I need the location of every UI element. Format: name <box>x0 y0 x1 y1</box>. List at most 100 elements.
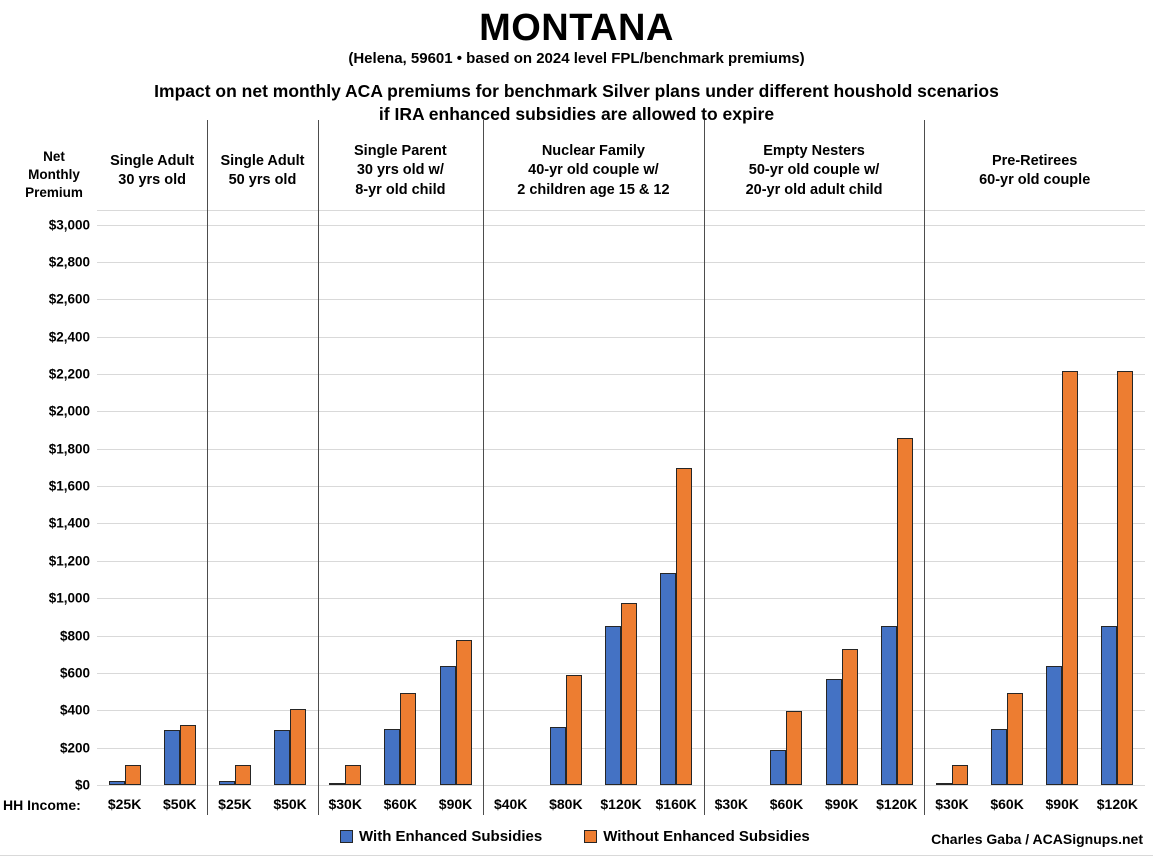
y-tick-label: $2,600 <box>48 291 90 307</box>
bar-without-subsidies <box>621 602 637 785</box>
gridline <box>97 598 1145 600</box>
page-title: MONTANA <box>479 7 674 49</box>
panel-header-line: 50 yrs old <box>228 172 297 188</box>
y-tick-label: $1,400 <box>48 515 90 531</box>
bar-with-subsidies <box>439 665 456 785</box>
gridline <box>97 523 1145 525</box>
bar-with-subsidies <box>935 783 952 785</box>
bar-with-subsidies <box>218 781 235 785</box>
income-label: $30K <box>714 796 749 812</box>
bar-with-subsidies <box>1046 665 1063 785</box>
panel-divider <box>207 120 208 815</box>
legend-swatch-blue-icon <box>340 830 353 843</box>
income-label: $90K <box>1045 796 1079 812</box>
income-label: $120K <box>1096 796 1139 812</box>
panel-header-text: Single Adult 30 yrs old <box>110 152 194 191</box>
panel-header-line: Single Parent <box>354 142 447 159</box>
bar-with-subsidies <box>163 729 180 785</box>
y-axis-label-line: Net <box>43 149 65 164</box>
panel-header: Nuclear Family 40-yr old couple w/2 child… <box>483 132 704 210</box>
bar-without-subsidies <box>345 765 362 785</box>
bar-without-subsidies <box>400 693 417 785</box>
y-tick-label: $1,600 <box>48 478 90 494</box>
bar-without-subsidies <box>455 640 472 785</box>
gridline <box>97 261 1145 263</box>
income-label: $160K <box>655 796 697 812</box>
income-label: $60K <box>383 796 418 812</box>
gridline <box>97 336 1145 338</box>
income-label: $90K <box>824 796 859 812</box>
panel-header-line: Empty Nesters <box>763 142 865 159</box>
panel-header-text: Single Parent 30 yrs old w/8-yr old child <box>354 142 447 201</box>
panel-header-line: 2 children age 15 & 12 <box>517 181 670 198</box>
y-axis-label-line: Premium <box>25 185 83 200</box>
bar-without-subsidies <box>290 709 307 785</box>
bar-without-subsidies <box>841 648 858 785</box>
bar-with-subsidies <box>660 573 677 785</box>
bar-without-subsidies <box>786 711 803 785</box>
bar-with-subsidies <box>329 783 346 785</box>
panel-header-line: 40-yr old couple w/ <box>528 162 659 179</box>
panel-header-line: Nuclear Family <box>541 142 645 159</box>
legend-item-with-subsidies: With Enhanced Subsidies <box>340 828 542 845</box>
chart-heading-line-2: if IRA enhanced subsidies are allowed to… <box>378 104 775 124</box>
gridline <box>97 411 1145 413</box>
panel-header: Single Adult 50 yrs old <box>207 132 317 210</box>
bar-with-subsidies <box>108 781 125 785</box>
panel-header-text: Empty Nesters 50-yr old couple w/20-yr ol… <box>746 142 883 201</box>
bar-without-subsidies <box>234 765 251 785</box>
bar-without-subsidies <box>1062 371 1079 785</box>
panel-divider <box>704 120 705 815</box>
chart-heading: Impact on net monthly ACA premiums for b… <box>0 80 1153 126</box>
bar-with-subsidies <box>880 626 897 785</box>
y-tick-label: $1,800 <box>48 441 90 457</box>
legend-label-with: With Enhanced Subsidies <box>359 828 543 845</box>
income-label: $40K <box>493 796 528 812</box>
income-label: $25K <box>107 796 142 812</box>
legend-item-without-subsidies: Without Enhanced Subsidies <box>584 828 810 845</box>
panel-header-line: Single Adult <box>110 152 195 169</box>
bar-without-subsidies <box>676 468 693 785</box>
y-axis-label: Net Monthly Premium <box>14 148 94 202</box>
y-tick-label: $3,000 <box>48 217 90 232</box>
y-tick-label: $400 <box>59 702 90 718</box>
plot-top-border <box>97 210 1145 211</box>
income-label: $120K <box>876 796 918 812</box>
income-label: $60K <box>769 796 804 812</box>
panel-header-text: Pre-Retirees 60-yr old couple <box>979 152 1090 191</box>
income-label: $50K <box>163 796 197 812</box>
bar-without-subsidies <box>896 438 913 785</box>
bar-with-subsidies <box>1101 626 1118 785</box>
panel-header-line: 20-yr old adult child <box>745 181 883 198</box>
gridline <box>97 486 1145 488</box>
legend: With Enhanced Subsidies Without Enhanced… <box>340 828 810 845</box>
bar-with-subsidies <box>274 729 291 785</box>
bar-with-subsidies <box>991 728 1008 785</box>
legend-label-without: Without Enhanced Subsidies <box>603 828 810 845</box>
y-tick-label: $2,800 <box>48 254 90 270</box>
panel-divider <box>318 120 319 815</box>
y-tick-label: $1,200 <box>48 553 90 569</box>
gridline <box>97 560 1145 562</box>
bar-with-subsidies <box>384 728 401 785</box>
income-label: $30K <box>935 796 969 812</box>
bar-without-subsidies <box>565 674 582 785</box>
bar-with-subsidies <box>825 679 842 785</box>
x-axis-title: HH Income: <box>3 797 81 813</box>
bar-without-subsidies <box>179 725 196 785</box>
y-tick-label: $600 <box>59 665 90 681</box>
gridline <box>97 299 1145 301</box>
panel-header: Single Parent 30 yrs old w/8-yr old child <box>318 132 483 210</box>
y-tick-label: $200 <box>59 740 90 756</box>
legend-swatch-orange-icon <box>584 830 598 843</box>
panel-header: Empty Nesters 50-yr old couple w/20-yr ol… <box>704 132 925 210</box>
y-tick-label: $2,200 <box>48 366 90 382</box>
panel-header-text: Single Adult 50 yrs old <box>220 152 304 191</box>
bar-with-subsidies <box>605 626 621 785</box>
panel-header-line: Pre-Retirees <box>991 152 1078 169</box>
chart-heading-line-1: Impact on net monthly ACA premiums for b… <box>154 81 999 101</box>
income-label: $90K <box>438 796 473 812</box>
gridline <box>97 448 1145 450</box>
bar-with-subsidies <box>770 750 787 785</box>
bar-without-subsidies <box>951 765 968 785</box>
